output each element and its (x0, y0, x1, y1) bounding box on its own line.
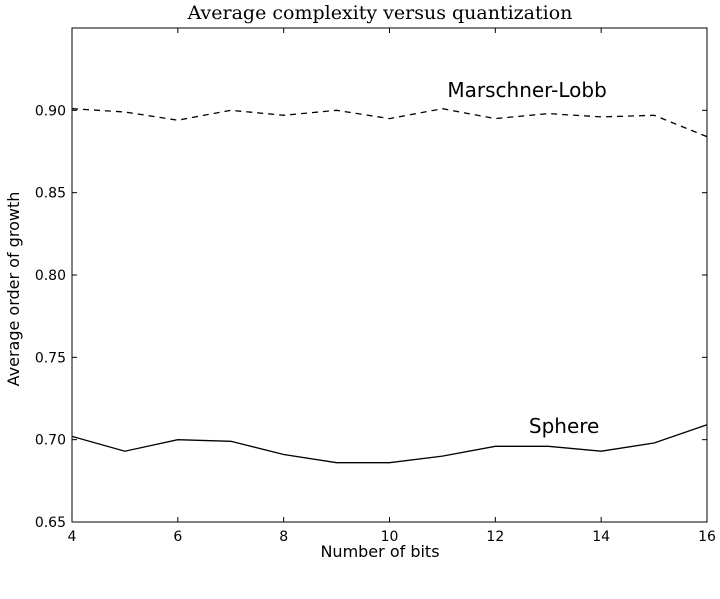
series-labels: Marschner-Lobb Sphere (447, 78, 606, 438)
chart-title: Average complexity versus quantization (187, 2, 573, 24)
x-tick-label: 14 (592, 529, 610, 545)
series-label-marschner-lobb: Marschner-Lobb (447, 78, 606, 102)
plot-area-frame (71, 27, 708, 523)
x-tick-label: 12 (486, 529, 504, 545)
series-line-marschner-lobb (71, 108, 708, 138)
y-tick-label: 0.70 (35, 433, 66, 449)
x-tick-label: 16 (698, 529, 716, 545)
series-label-sphere: Sphere (529, 414, 599, 438)
x-tick-label: 10 (381, 529, 399, 545)
y-tick-label: 0.90 (35, 103, 66, 119)
series-line-sphere (71, 424, 708, 464)
y-tick-label: 0.75 (35, 350, 66, 366)
series-lines (71, 108, 708, 464)
y-axis-label: Average order of growth (4, 192, 23, 387)
y-tick-label: 0.85 (35, 186, 66, 202)
y-tick-label: 0.80 (35, 268, 66, 284)
x-tick-label: 8 (279, 529, 288, 545)
x-tick-label: 6 (173, 529, 182, 545)
x-axis-ticks: 4 6 8 10 12 14 16 (68, 28, 716, 545)
x-tick-label: 4 (68, 529, 77, 545)
y-axis-ticks: 0.65 0.70 0.75 0.80 0.85 0.90 (35, 103, 707, 531)
y-tick-label: 0.65 (35, 515, 66, 531)
x-axis-label: Number of bits (320, 542, 439, 561)
